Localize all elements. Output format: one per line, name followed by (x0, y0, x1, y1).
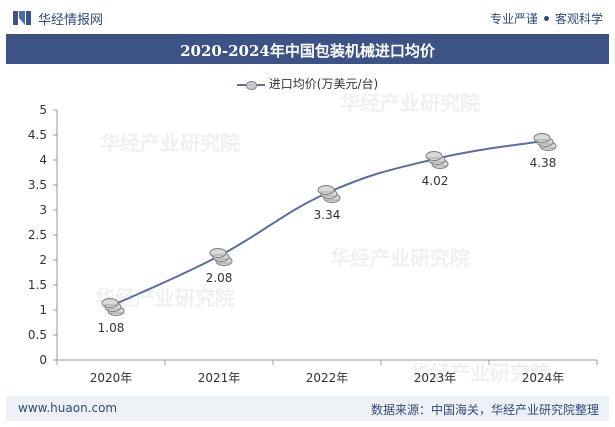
y-tick-label: 4.5 (28, 128, 47, 142)
title-bar: 2020-2024年中国包装机械进口均价 (6, 34, 609, 64)
motto-objective: 客观科学 (554, 12, 603, 26)
x-tick-label: 2022年 (306, 371, 349, 385)
chart-legend: 进口均价(万美元/台) (0, 75, 615, 92)
watermark-text: 华经产业研究院 (410, 361, 550, 385)
x-tick-label: 2024年 (522, 371, 565, 385)
data-point-coin-icon (425, 151, 449, 169)
data-point-coin-icon (533, 133, 557, 151)
x-tick-label: 2020年 (90, 371, 133, 385)
data-source: 数据来源：中国海关，华经产业研究院整理 (370, 403, 599, 417)
watermark-text: 华经产业研究院 (330, 246, 470, 270)
y-tick-label: 1.5 (28, 278, 47, 292)
data-label: 4.38 (530, 156, 557, 170)
y-tick-label: 0.5 (28, 328, 47, 342)
motto: 专业严谨 客观科学 (490, 10, 603, 27)
data-label: 1.08 (98, 321, 125, 335)
y-tick-label: 3.5 (28, 178, 47, 192)
motto-professional: 专业严谨 (489, 12, 538, 26)
footer-url: www.huaon.com (18, 401, 118, 415)
y-tick-label: 2 (39, 253, 47, 267)
x-tick-label: 2021年 (198, 371, 241, 385)
footer-bar: www.huaon.com 数据来源：中国海关，华经产业研究院整理 (6, 396, 609, 421)
data-label: 3.34 (314, 208, 341, 222)
chart-plot: 1.08 2.08 3.34 4.02 4.38 (98, 133, 557, 335)
chart-title: 2020-2024年中国包装机械进口均价 (180, 42, 435, 60)
data-point-coin-icon (101, 298, 125, 316)
y-tick-label: 1 (39, 303, 47, 317)
y-tick-label: 2.5 (28, 228, 47, 242)
legend-swatch-icon (236, 80, 265, 90)
series-line (110, 140, 544, 307)
data-label: 4.02 (422, 174, 449, 188)
data-point-coin-icon (317, 185, 341, 203)
data-label: 2.08 (206, 271, 233, 285)
y-tick-label: 5 (39, 103, 47, 117)
data-point-coin-icon (209, 248, 233, 266)
top-bar: 华经情报网 专业严谨 客观科学 (0, 0, 615, 36)
brand-name: 华经情报网 (38, 13, 104, 28)
chart-axes: 0 0.5 1 1.5 2 2.5 3 3.5 4 4.5 5 2020年 2021年 2022年 2023… (28, 103, 598, 385)
y-tick-label: 3 (39, 203, 47, 217)
watermark-text: 华经产业研究院 (100, 131, 240, 155)
watermark-text: 华经产业研究院 (340, 91, 480, 115)
legend-label: 进口均价(万美元/台) (268, 77, 379, 91)
x-tick-label: 2023年 (414, 371, 457, 385)
y-tick-label: 4 (39, 153, 47, 167)
y-tick-label: 0 (39, 353, 47, 367)
huajing-logo-icon (13, 11, 31, 25)
dot-separator-icon (543, 16, 549, 21)
